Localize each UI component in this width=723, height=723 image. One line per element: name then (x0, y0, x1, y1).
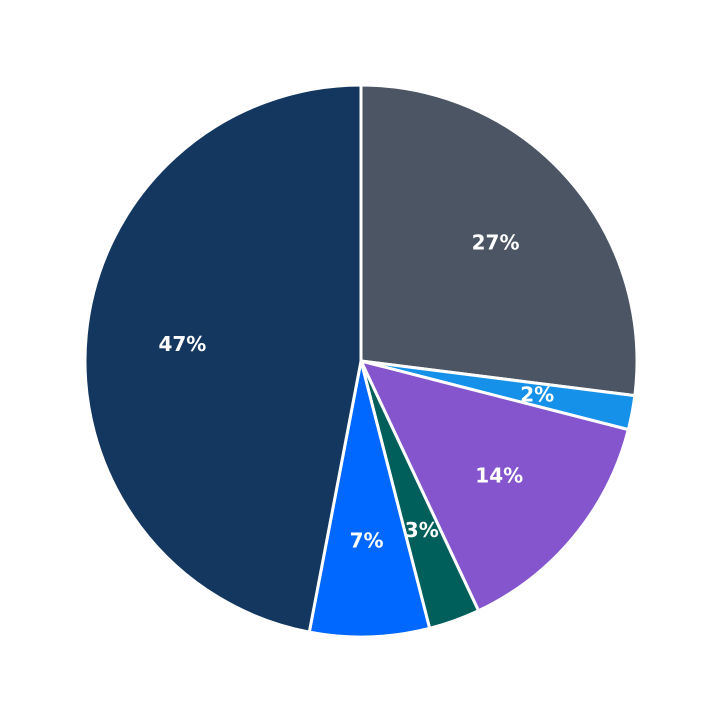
slice-label: 14% (475, 463, 523, 487)
slice-label: 27% (472, 230, 520, 254)
pie-slice (307, 359, 432, 639)
slice-label: 7% (350, 528, 384, 552)
pie-slice (83, 83, 363, 634)
pie-slice (359, 83, 639, 398)
slice-label: 47% (158, 332, 206, 356)
slice-label: 3% (405, 518, 439, 542)
pie-slice (359, 359, 630, 613)
